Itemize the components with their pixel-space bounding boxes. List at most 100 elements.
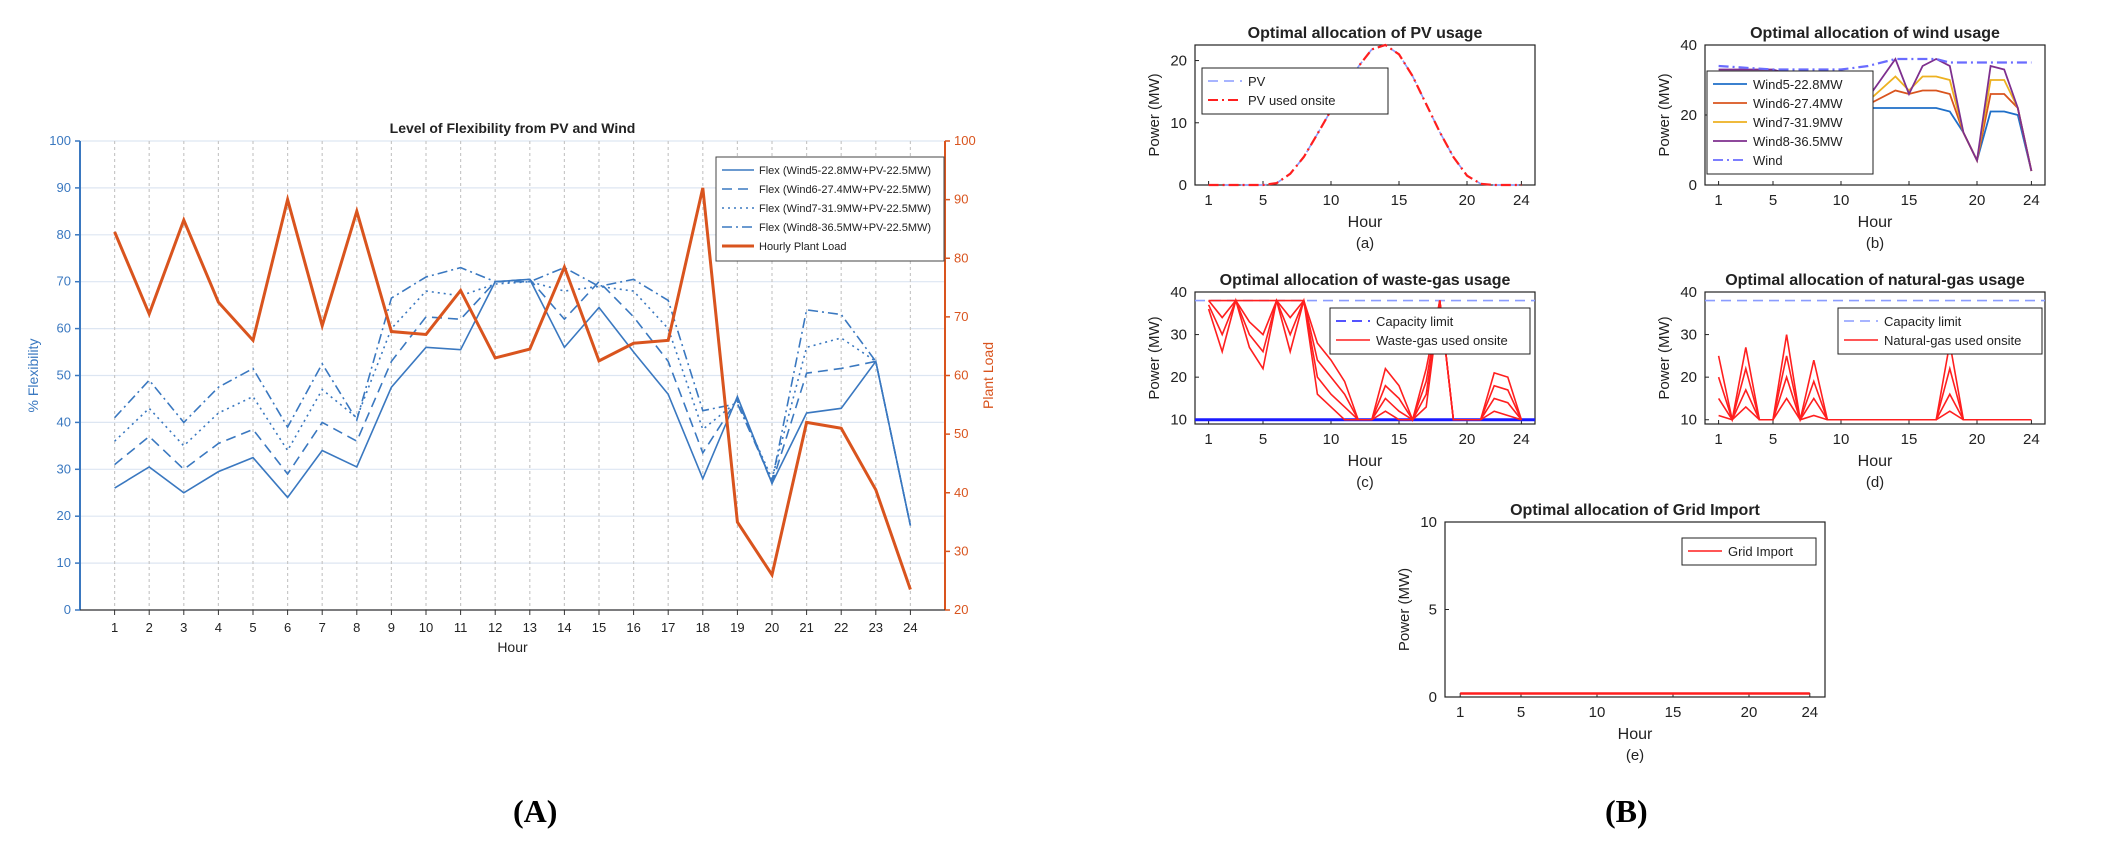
waste-legend-box [1329,307,1531,355]
natural-legend-box [1837,307,2043,355]
wind-legend-entry: Wind [1753,153,1783,168]
flex-x-tick-label: 13 [523,620,537,635]
wind-x-tick-label: 15 [1901,192,1918,209]
pv-plot-area [1194,44,1536,186]
pv-x-tick-label: 20 [1459,192,1476,209]
waste-x-tick-label: 15 [1391,431,1408,448]
flex-legend-entry: Flex (Wind8-36.5MW+PV-22.5MW) [759,222,931,234]
flex-x-tick-label: 6 [284,620,291,635]
flex-x-tick-label: 17 [661,620,675,635]
natural-y-tick-label: 10 [1680,412,1697,429]
flex-left-tick-label: 50 [57,368,71,383]
flex-x-tick-label: 4 [215,620,222,635]
pv-y-tick-label: 0 [1179,177,1187,194]
flex-left-tick-label: 30 [57,461,71,476]
waste-chart-title: Optimal allocation of waste-gas usage [1220,272,1511,289]
flex-right-tick-label: 30 [954,543,968,558]
flex-x-tick-label: 22 [834,620,848,635]
pv-y-tick-label: 10 [1170,115,1187,132]
flex-x-tick-label: 18 [696,620,710,635]
flex-x-axis-label: Hour [497,639,528,655]
flex-left-tick-label: 70 [57,274,71,289]
grid-x-tick-label: 10 [1589,704,1606,721]
flex-right-tick-label: 100 [954,133,976,148]
wind-legend-entry: Wind5-22.8MW [1753,77,1843,92]
pv-y-axis-label: Power (MW) [1146,73,1163,156]
flex-x-tick-label: 15 [592,620,606,635]
wind-x-tick-label: 20 [1969,192,1986,209]
flex-chart-title: Level of Flexibility from PV and Wind [390,120,636,136]
natural-x-tick-label: 15 [1901,431,1918,448]
waste-y-tick-label: 40 [1170,284,1187,301]
pv-x-tick-label: 1 [1204,192,1212,209]
flex-x-tick-label: 10 [419,620,433,635]
flex-x-tick-label: 19 [730,620,744,635]
flex-x-tick-label: 11 [454,620,468,635]
pv-caption: (a) [1356,235,1374,252]
wind-chart-title: Optimal allocation of wind usage [1750,25,2000,42]
waste-x-tick-label: 10 [1323,431,1340,448]
flex-x-tick-label: 12 [488,620,502,635]
grid-y-tick-label: 5 [1429,602,1437,619]
natural-x-tick-label: 10 [1833,431,1850,448]
pv-x-tick-label: 10 [1323,192,1340,209]
flex-x-tick-label: 1 [111,620,118,635]
pv-y-tick-label: 20 [1170,53,1187,70]
flex-x-tick-label: 7 [319,620,326,635]
flex-left-tick-label: 40 [57,414,71,429]
wind-legend-entry: Wind8-36.5MW [1753,134,1843,149]
grid-y-tick-label: 0 [1429,689,1437,706]
flex-x-tick-label: 9 [388,620,395,635]
pv-x-tick-label: 5 [1259,192,1267,209]
waste-x-tick-label: 1 [1204,431,1212,448]
grid-caption: (e) [1626,747,1644,764]
flex-right-tick-label: 40 [954,485,968,500]
waste-x-tick-label: 5 [1259,431,1267,448]
waste-y-tick-label: 20 [1170,369,1187,386]
pv-x-tick-label: 24 [1513,192,1530,209]
waste-x-tick-label: 20 [1459,431,1476,448]
waste-series-6-line [1207,297,1522,421]
flex-right-tick-label: 80 [954,250,968,265]
flex-x-tick-label: 8 [353,620,360,635]
panel-label-a: (A) [513,793,558,829]
flex-right-tick-label: 70 [954,309,968,324]
flex-x-tick-label: 24 [903,620,917,635]
wind-y-tick-label: 20 [1680,107,1697,124]
flex-series-2-line [114,278,912,526]
natural-legend-entry: Natural-gas used onsite [1884,333,2021,348]
wind-y-tick-label: 40 [1680,37,1697,54]
natural-x-tick-label: 24 [2023,431,2040,448]
grid-x-tick-label: 20 [1741,704,1758,721]
natural-chart-title: Optimal allocation of natural-gas usage [1725,272,2025,289]
natural-series-5-line [1718,396,2032,421]
waste-legend-entry: Capacity limit [1376,314,1454,329]
wind-legend-entry: Wind6-27.4MW [1753,96,1843,111]
waste-x-tick-label: 24 [1513,431,1530,448]
waste-caption: (c) [1356,474,1374,491]
wind-x-tick-label: 5 [1769,192,1777,209]
waste-y-tick-label: 30 [1170,327,1187,344]
grid-x-tick-label: 5 [1517,704,1525,721]
waste-y-tick-label: 10 [1170,412,1187,429]
flex-x-tick-label: 5 [249,620,256,635]
flex-left-tick-label: 10 [57,555,71,570]
flex-legend-entry: Flex (Wind7-31.9MW+PV-22.5MW) [759,203,931,215]
wind-y-tick-label: 0 [1689,177,1697,194]
flex-x-tick-label: 14 [557,620,571,635]
flex-left-tick-label: 90 [57,180,71,195]
wind-y-axis-label: Power (MW) [1656,73,1673,156]
flex-right-tick-label: 90 [954,192,968,207]
natural-x-tick-label: 1 [1714,431,1722,448]
panel-label-b: (B) [1605,793,1648,829]
grid-x-axis-label: Hour [1618,726,1653,743]
wind-x-axis-label: Hour [1858,214,1893,231]
natural-caption: (d) [1866,474,1884,491]
natural-y-tick-label: 40 [1680,284,1697,301]
waste-x-axis-label: Hour [1348,453,1383,470]
grid-chart-title: Optimal allocation of Grid Import [1510,502,1760,519]
flex-right-tick-label: 60 [954,368,968,383]
flex-x-tick-label: 23 [869,620,883,635]
flex-x-tick-label: 16 [626,620,640,635]
grid-x-tick-label: 1 [1456,704,1464,721]
